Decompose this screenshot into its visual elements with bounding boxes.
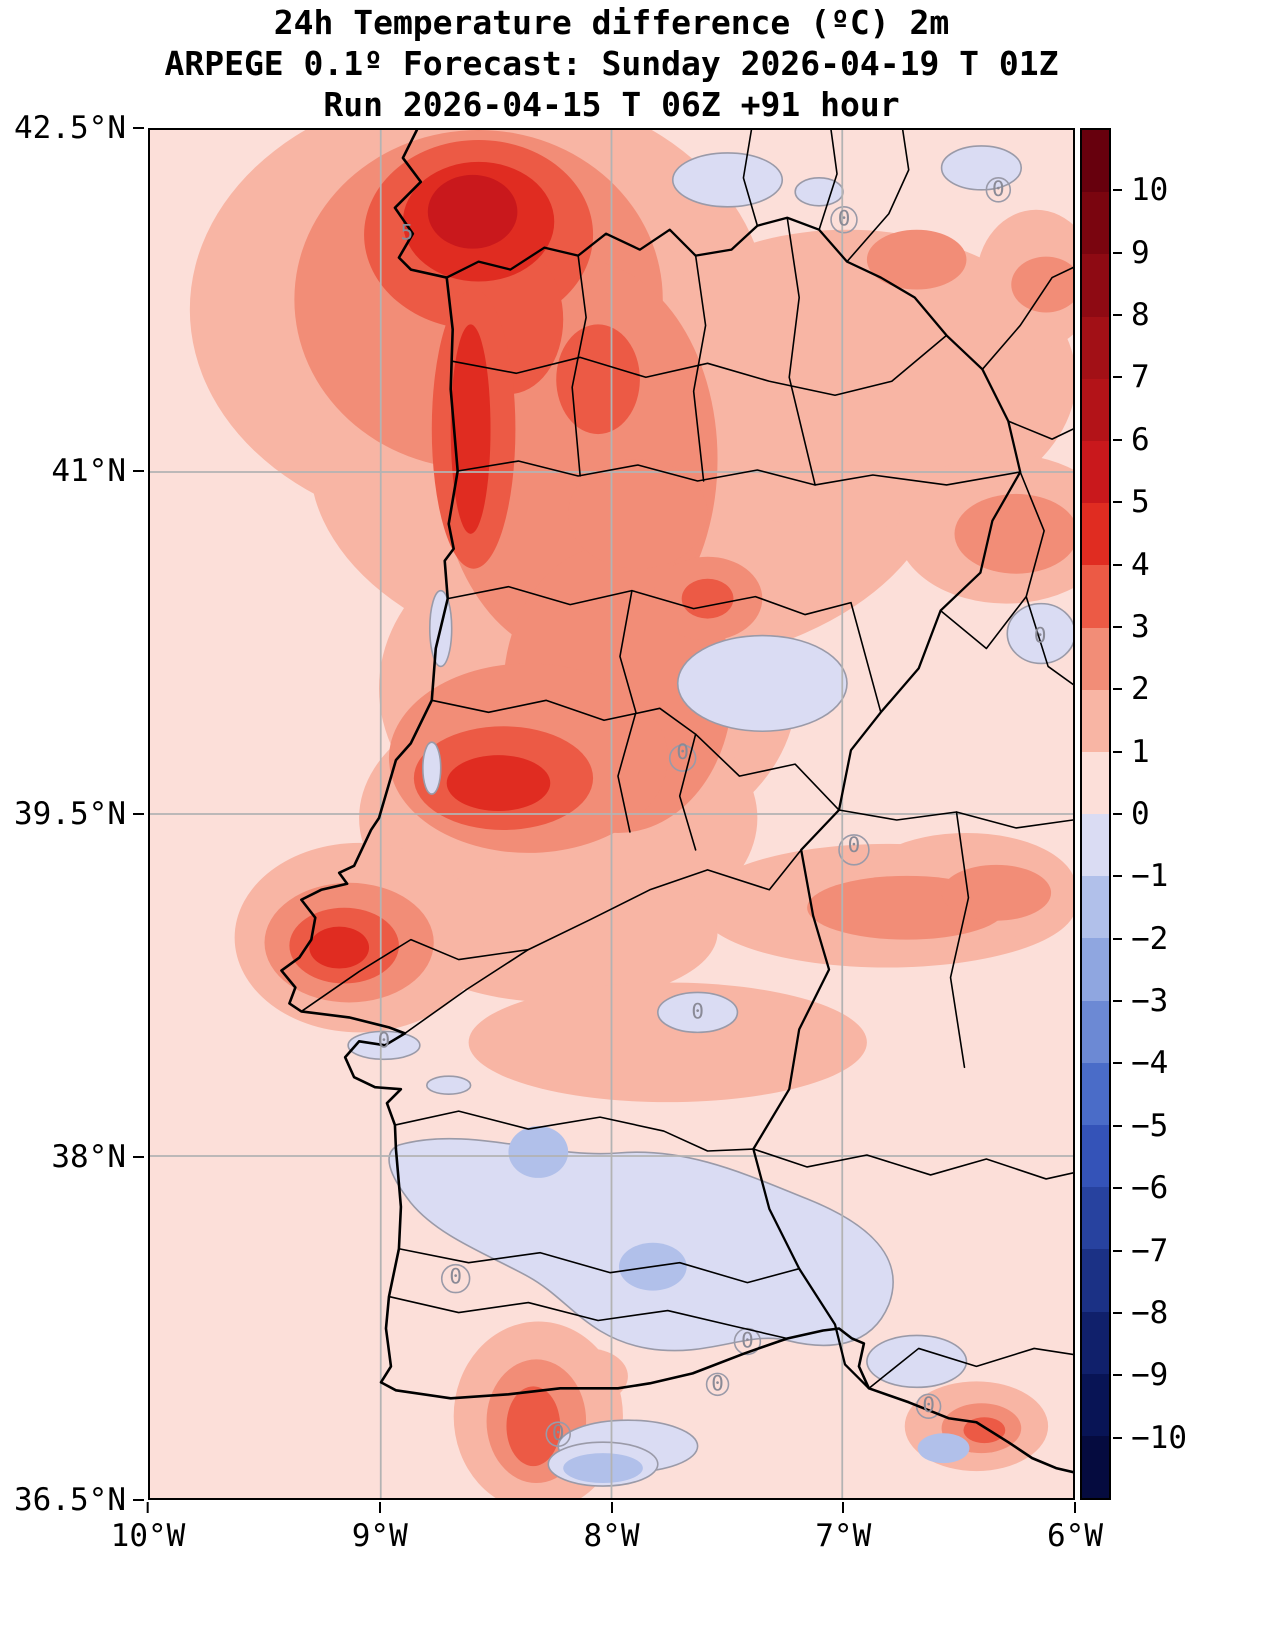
contour-label: 0 [922, 1393, 935, 1417]
coastline [280, 130, 1073, 1474]
colorbar-segment [1082, 876, 1109, 939]
colorbar-segment [1082, 689, 1109, 752]
admin-boundaries [300, 130, 1073, 1390]
fill-negative-regions [347, 145, 1073, 1487]
colorbar-segment [1082, 1000, 1109, 1063]
colorbar-tick-label: 10 [1113, 172, 1168, 208]
x-axis: 10°W 9°W 8°W 7°W 6°W [111, 1502, 1103, 1562]
contour-label: 0 [848, 833, 861, 857]
colorbar-segment [1082, 1187, 1109, 1250]
contour-label: 0 [838, 207, 851, 231]
colorbar-tick-label: 6 [1113, 422, 1150, 458]
colorbar-tick-label: 0 [1113, 796, 1150, 832]
x-tick-label: 8°W [583, 1502, 640, 1554]
colorbar-segment [1082, 1373, 1109, 1436]
y-tick-label: 39.5°N [14, 796, 144, 832]
colorbar-tick-label: 1 [1113, 734, 1150, 770]
contour-label: 0 [711, 1371, 724, 1395]
colorbar-labels: 10 9 8 7 6 5 4 3 2 1 0 −1 −2 −3 −4 −5 −6 −7 −8 −9 −10 [1113, 128, 1263, 1500]
colorbar-segment [1082, 316, 1109, 379]
colorbar-tick-label: −5 [1113, 1108, 1168, 1144]
contour-label: 0 [378, 1028, 391, 1052]
colorbar-segment [1082, 627, 1109, 690]
y-tick-label: 36.5°N [14, 1482, 144, 1518]
title-line-2: ARPEGE 0.1º Forecast: Sunday 2026-04-19 … [164, 44, 1059, 83]
colorbar-segment [1082, 1249, 1109, 1312]
colorbar-tick-label: −10 [1113, 1420, 1187, 1456]
y-tick-label: 42.5°N [14, 110, 144, 146]
colorbar-segment [1082, 1062, 1109, 1125]
y-tick-label: 41°N [51, 453, 144, 489]
contour-label: 0 [449, 1265, 462, 1289]
colorbar-tick-label: 4 [1113, 547, 1150, 583]
colorbar-segment [1082, 254, 1109, 317]
colorbar-segment [1082, 751, 1109, 815]
colorbar-segment [1082, 1311, 1109, 1374]
contour-label: 0 [992, 177, 1005, 201]
x-tick-label: 6°W [1047, 1502, 1103, 1554]
colorbar-tick-label: −6 [1113, 1170, 1168, 1206]
colorbar-tick-label: −7 [1113, 1233, 1168, 1269]
title-line-1: 24h Temperature difference (ºC) 2m [273, 3, 950, 42]
colorbar-tick-label: −1 [1113, 858, 1168, 894]
x-tick-label: 9°W [351, 1502, 408, 1554]
colorbar-tick-label: −8 [1113, 1295, 1168, 1331]
colorbar-tick-label: 7 [1113, 359, 1150, 395]
contour-label: 0 [676, 740, 689, 764]
colorbar-segment [1082, 1435, 1109, 1499]
title-line-3: Run 2026-04-15 T 06Z +91 hour [323, 85, 900, 124]
colorbar [1080, 128, 1111, 1500]
contour-label: 0 [691, 999, 704, 1023]
x-tick-label: 10°W [110, 1502, 186, 1554]
contour-label: 0 [1034, 623, 1047, 647]
colorbar-segment [1082, 130, 1109, 193]
colorbar-segment [1082, 378, 1109, 441]
colorbar-segment [1082, 440, 1109, 504]
contour-label: 0 [552, 1421, 565, 1445]
y-axis: 42.5°N 41°N 39.5°N 38°N 36.5°N [0, 110, 144, 1518]
chart-title: 24h Temperature difference (ºC) 2m ARPEG… [148, 2, 1075, 125]
graticule [150, 130, 1073, 1498]
colorbar-tick-label: −3 [1113, 983, 1168, 1019]
colorbar-segment [1082, 814, 1109, 877]
y-tick-label: 38°N [51, 1139, 144, 1175]
colorbar-tick-label: 2 [1113, 671, 1150, 707]
x-tick-label: 7°W [815, 1502, 872, 1554]
colorbar-tick-label: 9 [1113, 235, 1150, 271]
colorbar-segment [1082, 938, 1109, 1001]
colorbar-tick-label: 8 [1113, 297, 1150, 333]
contour-label: 5 [401, 221, 414, 245]
contour-label: 0 [741, 1328, 754, 1352]
colorbar-tick-label: −2 [1113, 921, 1168, 957]
colorbar-tick-label: −9 [1113, 1357, 1168, 1393]
colorbar-tick-label: −4 [1113, 1045, 1168, 1081]
colorbar-tick-label: 3 [1113, 609, 1150, 645]
colorbar-tick-label: 5 [1113, 484, 1150, 520]
colorbar-segment [1082, 565, 1109, 628]
colorbar-segment [1082, 1125, 1109, 1188]
fill-level-5-6 [427, 174, 518, 249]
country-border [445, 216, 1022, 1390]
colorbar-segment [1082, 503, 1109, 566]
zero-contours [440, 177, 1012, 1447]
colorbar-segment [1082, 192, 1109, 255]
